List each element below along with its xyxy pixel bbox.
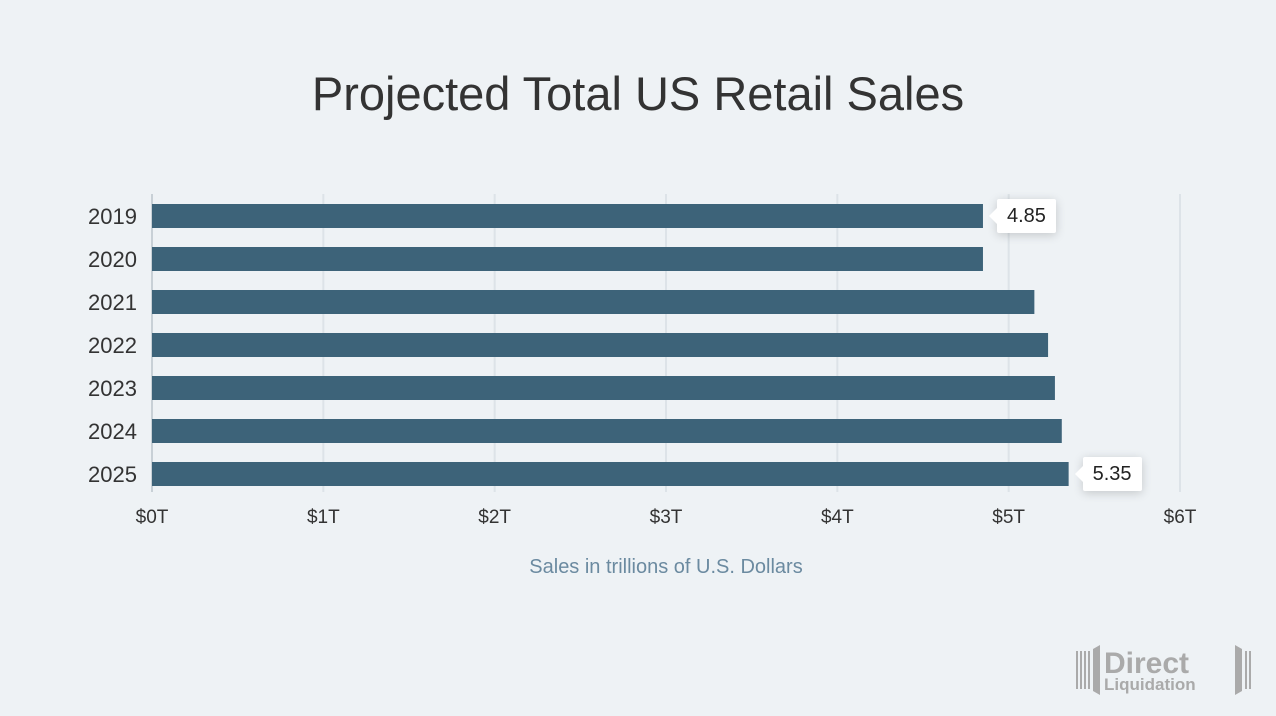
chart-title: Projected Total US Retail Sales: [311, 67, 965, 120]
bar: [152, 462, 1069, 486]
x-tick-label: $1T: [307, 507, 340, 528]
bar: [152, 376, 1055, 400]
y-tick-label: 2023: [88, 376, 137, 401]
svg-text:Liquidation: Liquidation: [1104, 675, 1196, 694]
y-tick-label: 2019: [88, 204, 137, 229]
x-tick-label: $3T: [650, 507, 683, 528]
y-tick-label: 2020: [88, 247, 137, 272]
bar: [152, 247, 983, 271]
bar: [152, 333, 1049, 357]
data-label: 5.35: [1074, 457, 1142, 491]
bar: [152, 204, 983, 228]
y-tick-label: 2025: [88, 462, 137, 487]
x-tick-label: $6T: [1164, 507, 1197, 528]
direct-liquidation-logo: Direct Liquidation: [1076, 645, 1251, 695]
data-label: 4.85: [988, 199, 1056, 233]
bar: [152, 290, 1035, 314]
svg-text:Direct: Direct: [1104, 647, 1189, 680]
x-tick-label: $0T: [136, 507, 169, 528]
y-tick-label: 2024: [88, 419, 137, 444]
bar: [152, 419, 1062, 443]
x-axis-title: Sales in trillions of U.S. Dollars: [529, 556, 803, 578]
x-tick-label: $2T: [478, 507, 511, 528]
x-tick-label: $5T: [992, 507, 1025, 528]
y-tick-label: 2021: [88, 290, 137, 315]
y-tick-label: 2022: [88, 333, 137, 358]
x-tick-label: $4T: [821, 507, 854, 528]
